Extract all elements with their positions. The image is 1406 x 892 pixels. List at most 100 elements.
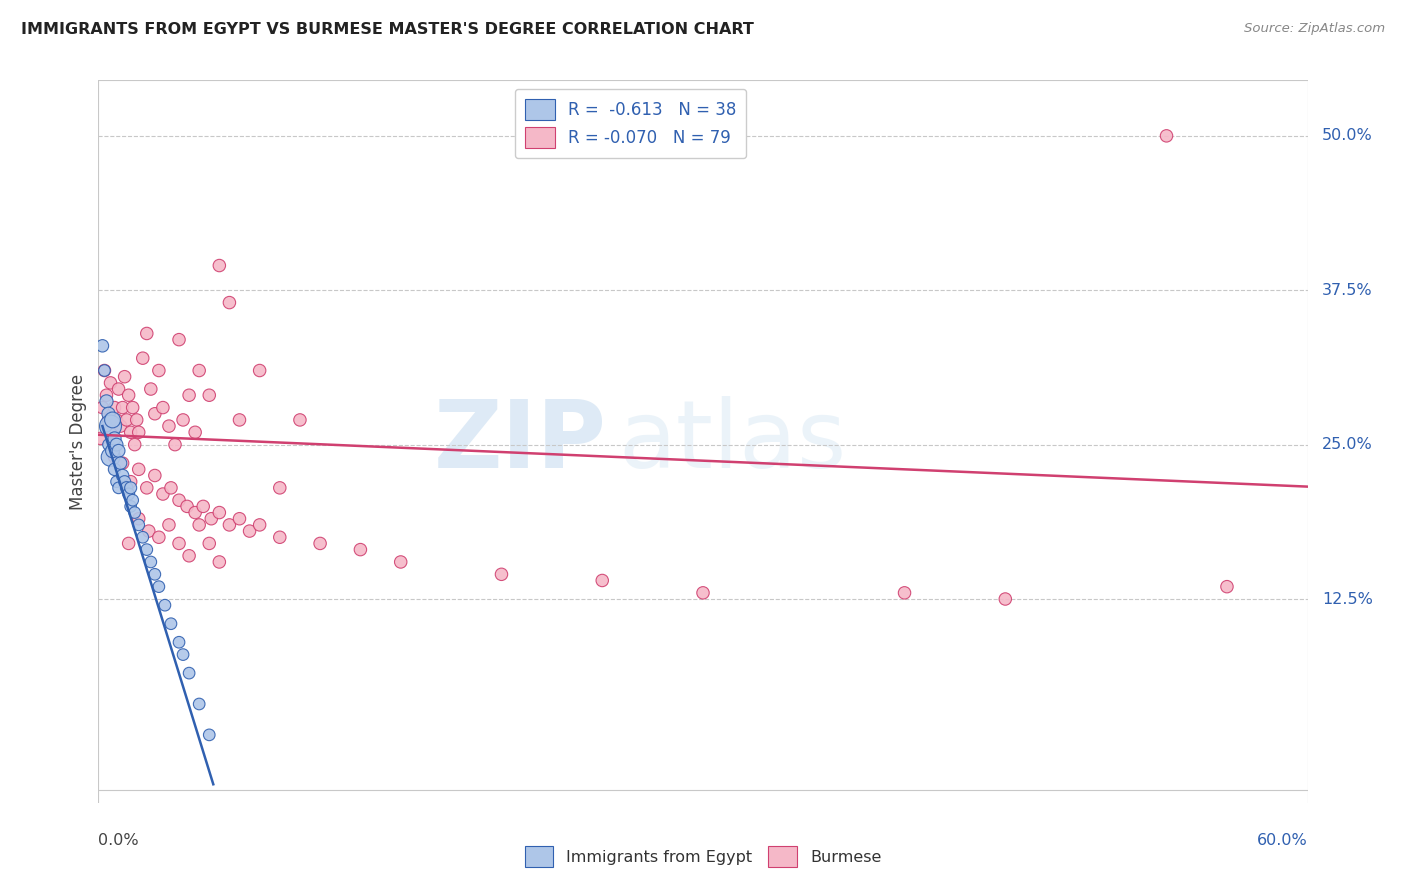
Point xyxy=(148,530,170,544)
Point xyxy=(167,493,190,508)
Point xyxy=(208,555,231,569)
Point xyxy=(218,517,240,532)
Point xyxy=(128,462,150,476)
Point xyxy=(100,376,122,390)
Point xyxy=(157,517,180,532)
Point xyxy=(103,432,125,446)
Point xyxy=(172,648,194,662)
Point xyxy=(135,481,157,495)
Point xyxy=(152,487,174,501)
Point xyxy=(208,506,231,520)
Point xyxy=(111,456,134,470)
Point xyxy=(167,536,190,550)
Point xyxy=(143,468,166,483)
Point xyxy=(115,413,138,427)
Point xyxy=(167,333,190,347)
Point xyxy=(160,481,183,495)
Point xyxy=(198,728,221,742)
Point xyxy=(893,586,915,600)
Point xyxy=(118,536,141,550)
Point xyxy=(160,616,183,631)
Point xyxy=(105,475,128,489)
Point xyxy=(120,481,142,495)
Point xyxy=(1156,128,1178,143)
Point xyxy=(491,567,513,582)
Point xyxy=(188,363,211,377)
Point xyxy=(97,407,120,421)
Text: 60.0%: 60.0% xyxy=(1257,833,1308,848)
Point xyxy=(105,437,128,451)
Point xyxy=(125,413,148,427)
Point xyxy=(172,413,194,427)
Point xyxy=(96,388,118,402)
Point xyxy=(389,555,412,569)
Point xyxy=(249,363,271,377)
Point xyxy=(114,369,136,384)
Point xyxy=(591,574,613,588)
Point xyxy=(269,481,291,495)
Point xyxy=(692,586,714,600)
Point xyxy=(89,432,111,446)
Point xyxy=(200,512,222,526)
Point xyxy=(114,475,136,489)
Point xyxy=(128,517,150,532)
Point xyxy=(128,425,150,440)
Point xyxy=(139,555,162,569)
Point xyxy=(107,481,129,495)
Point xyxy=(188,517,211,532)
Point xyxy=(152,401,174,415)
Point xyxy=(309,536,332,550)
Point xyxy=(132,351,155,366)
Legend: R =  -0.613   N = 38, R = -0.070   N = 79: R = -0.613 N = 38, R = -0.070 N = 79 xyxy=(515,88,747,158)
Point xyxy=(103,462,125,476)
Text: 12.5%: 12.5% xyxy=(1322,591,1374,607)
Point xyxy=(121,401,143,415)
Point xyxy=(107,443,129,458)
Point xyxy=(184,506,207,520)
Point xyxy=(120,500,142,514)
Text: 37.5%: 37.5% xyxy=(1322,283,1372,298)
Legend: Immigrants from Egypt, Burmese: Immigrants from Egypt, Burmese xyxy=(519,840,887,873)
Point xyxy=(153,598,176,612)
Point xyxy=(91,401,114,415)
Point xyxy=(135,542,157,557)
Point xyxy=(184,425,207,440)
Point xyxy=(110,419,132,434)
Point xyxy=(96,394,118,409)
Point xyxy=(124,506,146,520)
Point xyxy=(239,524,262,538)
Point xyxy=(107,382,129,396)
Text: 25.0%: 25.0% xyxy=(1322,437,1372,452)
Point xyxy=(103,401,125,415)
Point xyxy=(111,401,134,415)
Point xyxy=(121,493,143,508)
Text: 50.0%: 50.0% xyxy=(1322,128,1372,144)
Point xyxy=(101,413,124,427)
Point xyxy=(218,295,240,310)
Point xyxy=(96,419,118,434)
Y-axis label: Master's Degree: Master's Degree xyxy=(69,374,87,509)
Point xyxy=(157,419,180,434)
Point xyxy=(120,425,142,440)
Point xyxy=(100,419,122,434)
Text: atlas: atlas xyxy=(619,395,846,488)
Point xyxy=(93,363,115,377)
Point xyxy=(349,542,371,557)
Point xyxy=(198,388,221,402)
Point xyxy=(101,443,124,458)
Point xyxy=(269,530,291,544)
Point xyxy=(176,500,198,514)
Point xyxy=(249,517,271,532)
Text: Source: ZipAtlas.com: Source: ZipAtlas.com xyxy=(1244,22,1385,36)
Point xyxy=(124,437,146,451)
Point xyxy=(101,425,124,440)
Point xyxy=(1216,580,1239,594)
Point xyxy=(128,512,150,526)
Point xyxy=(138,524,160,538)
Point xyxy=(179,666,201,681)
Point xyxy=(188,697,211,711)
Point xyxy=(103,450,125,464)
Point xyxy=(97,413,120,427)
Point xyxy=(135,326,157,341)
Point xyxy=(139,382,162,396)
